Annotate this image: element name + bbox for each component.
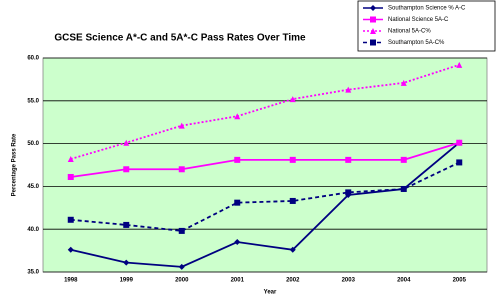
marker [123, 166, 130, 173]
legend: Southampton Science % A-C National Scienc… [357, 0, 496, 52]
marker [67, 216, 74, 223]
marker [370, 16, 376, 23]
marker [370, 28, 376, 34]
y-tick-label: 45.0 [27, 184, 39, 190]
y-tick-label: 60.0 [27, 56, 39, 62]
marker [289, 197, 296, 204]
y-tick-label: 50.0 [27, 141, 39, 147]
x-tick-label: 2004 [397, 278, 411, 284]
marker [456, 159, 463, 166]
series-line [70, 161, 460, 232]
x-tick-label: 2003 [342, 278, 356, 284]
marker [178, 166, 185, 173]
marker [289, 156, 296, 163]
marker [456, 61, 463, 68]
marker [345, 86, 352, 93]
marker [400, 185, 407, 192]
marker [289, 96, 296, 103]
y-axis-label: Percentage Pass Rate [12, 133, 18, 196]
x-tick-label: 2005 [453, 278, 467, 284]
marker [234, 113, 241, 120]
x-tick-label: 2002 [286, 278, 300, 284]
marker [123, 221, 130, 228]
chart-title: GCSE Science A*-C and 5A*-C Pass Rates O… [54, 33, 306, 44]
legend-label: Southampton 5A-C% [388, 40, 445, 46]
y-tick-label: 40.0 [27, 227, 39, 233]
marker [178, 227, 185, 234]
marker [456, 139, 463, 146]
marker [123, 139, 130, 146]
marker [234, 199, 241, 206]
marker [234, 239, 241, 246]
marker [345, 156, 352, 163]
marker [400, 79, 407, 86]
marker [178, 263, 185, 270]
x-tick-label: 2001 [231, 278, 245, 284]
series-line [70, 141, 460, 178]
marker [67, 173, 74, 180]
y-tick-label: 55.0 [27, 98, 39, 104]
legend-label: Southampton Science % A-C [388, 6, 466, 12]
marker [345, 189, 352, 196]
marker [289, 246, 296, 253]
legend-label: National 5A-C% [388, 29, 431, 35]
series-line [70, 63, 460, 160]
marker [67, 156, 74, 163]
marker [400, 156, 407, 163]
marker [67, 246, 74, 253]
marker [234, 156, 241, 163]
x-tick-label: 2000 [175, 278, 189, 284]
marker [370, 5, 376, 11]
x-axis-label: Year [264, 290, 277, 296]
marker [178, 122, 185, 129]
legend-label: National Science 5A-C [388, 17, 449, 23]
plot-area [42, 57, 488, 273]
x-tick-label: 1999 [120, 278, 134, 284]
y-tick-label: 35.0 [27, 270, 39, 276]
marker [123, 259, 130, 266]
x-tick-label: 1998 [64, 278, 78, 284]
marker [370, 39, 376, 46]
